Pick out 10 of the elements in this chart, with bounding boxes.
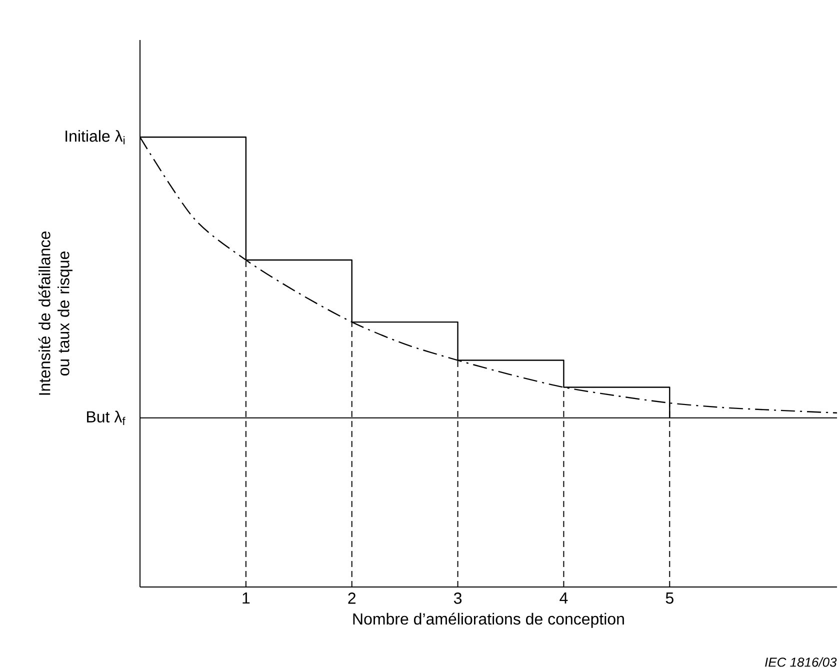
- x-tick-label: 5: [666, 592, 674, 604]
- y-axis-title: Intensité de défaillance ou taux de risque: [38, 232, 72, 395]
- x-tick-label: 1: [242, 592, 250, 604]
- x-tick-label: 4: [560, 592, 568, 604]
- ref-line-label: But λ$_{f}$: [87, 410, 126, 425]
- x-tick-label: 3: [454, 592, 462, 604]
- x-axis-title: Nombre d’améliorations de conception: [353, 612, 624, 628]
- text: IEC 1816/03: [765, 657, 837, 667]
- annotation: Initiale λ$_{i}$: [66, 130, 125, 144]
- x-tick-label: 2: [348, 592, 356, 604]
